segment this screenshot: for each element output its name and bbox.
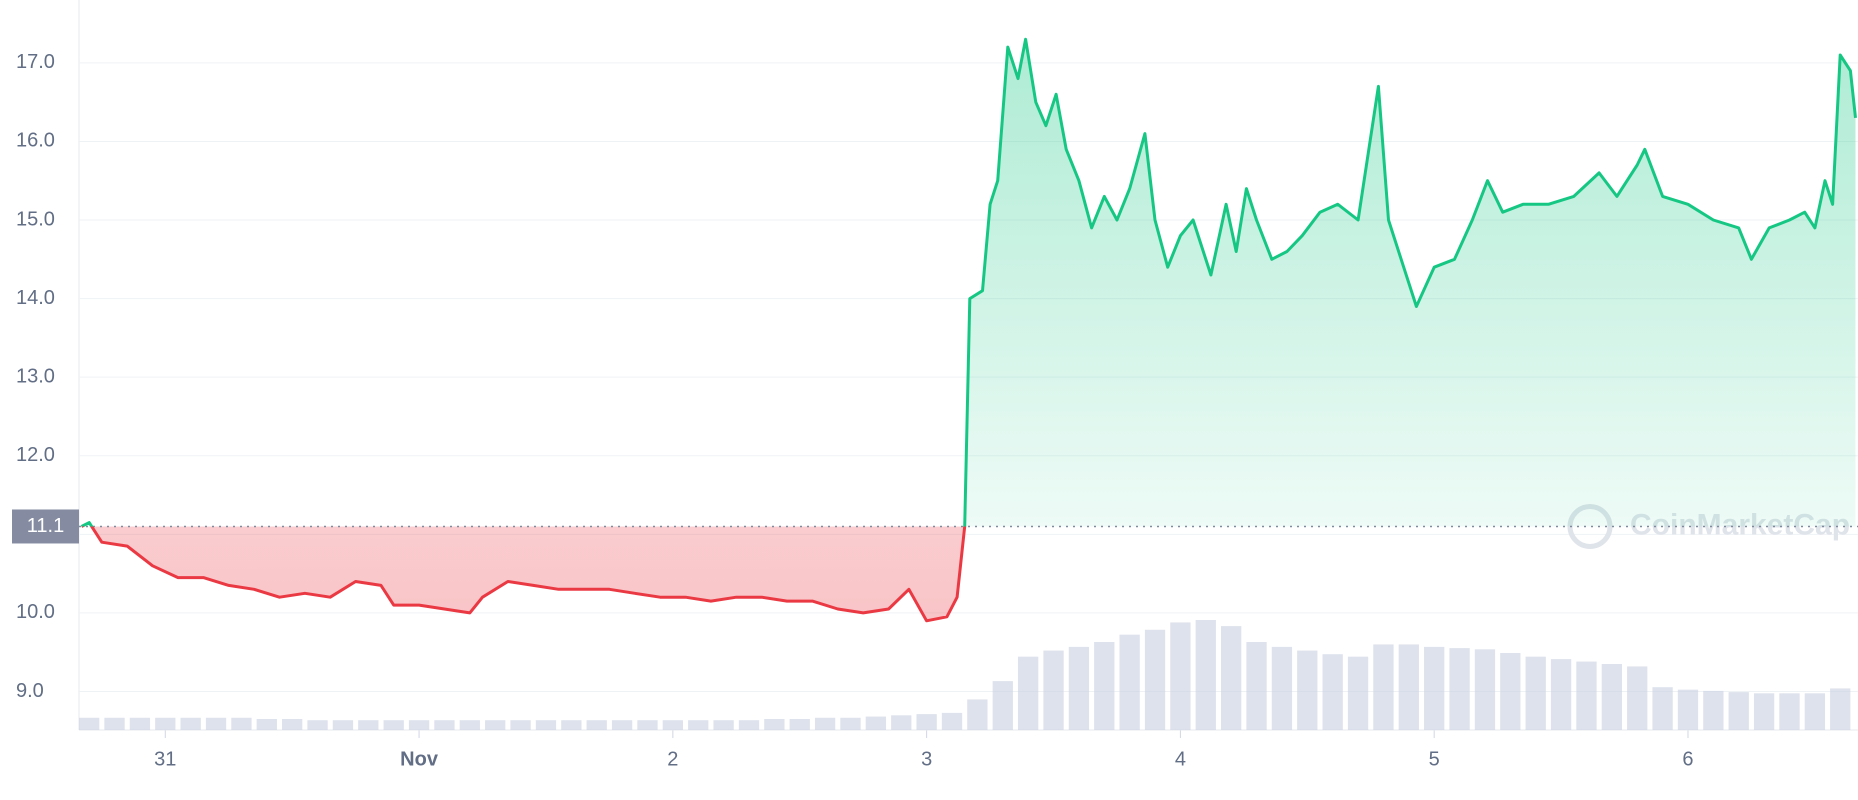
volume-bar	[1703, 690, 1724, 730]
x-tick-label: 5	[1429, 748, 1440, 770]
area-down	[81, 526, 965, 621]
baseline-label: 11.1	[27, 515, 64, 537]
volume-bar	[1627, 666, 1648, 730]
volume-bar	[383, 720, 404, 730]
volume-bar	[332, 720, 354, 730]
volume-bar	[865, 716, 887, 730]
volume-bar	[1652, 687, 1673, 730]
volume-bar	[1170, 622, 1191, 730]
volume-bar	[307, 720, 328, 730]
volume-bar	[485, 720, 506, 730]
volume-bar	[510, 720, 531, 730]
y-tick-label: 17.0	[16, 51, 55, 73]
volume-bar	[1043, 650, 1064, 730]
volume-bar	[205, 717, 227, 730]
y-tick-label: 14.0	[16, 287, 55, 309]
volume-bar	[358, 720, 379, 730]
x-tick-label: 4	[1175, 748, 1186, 770]
volume-bar	[764, 719, 785, 730]
price-line-up	[80, 37, 1857, 527]
volume-bar	[1373, 644, 1394, 730]
area-up	[81, 39, 1856, 527]
volume-bar	[1271, 646, 1293, 730]
price-line-down	[81, 526, 967, 623]
volume-bar	[916, 714, 937, 730]
volume-bar	[1347, 656, 1369, 730]
volume-bar	[104, 717, 125, 730]
volume-bar	[256, 719, 277, 730]
volume-bar	[1474, 649, 1496, 730]
volume-bar	[1753, 693, 1775, 730]
volume-bar	[1804, 693, 1826, 730]
volume-bar	[231, 717, 252, 730]
volume-bar	[1449, 648, 1470, 730]
volume-bar	[1779, 693, 1800, 730]
volume-bar	[155, 717, 176, 730]
y-tick-label: 16.0	[16, 130, 55, 152]
volume-bar	[1322, 654, 1343, 730]
volume-bar	[1500, 653, 1521, 730]
x-tick-label: 6	[1682, 748, 1693, 770]
volume-bar	[1398, 644, 1419, 730]
volume-bar	[1576, 661, 1597, 730]
volume-bar	[713, 720, 734, 730]
volume-bar	[1424, 646, 1445, 730]
volume-bar	[586, 720, 607, 730]
volume-bar	[1119, 634, 1140, 730]
volume-bar	[688, 720, 709, 730]
volume-bar	[941, 712, 963, 730]
volume-bar	[180, 717, 201, 730]
x-tick-label: 2	[667, 748, 678, 770]
volume-bar	[129, 717, 151, 730]
volume-bar	[459, 720, 480, 730]
volume-bar	[611, 720, 633, 730]
volume-bar	[408, 720, 430, 730]
volume-bar	[1017, 656, 1039, 730]
volume-bar	[789, 719, 810, 730]
volume-bar	[1525, 656, 1546, 730]
volume-bar	[434, 720, 455, 730]
volume-bar	[662, 720, 683, 730]
volume-bar	[738, 720, 760, 730]
volume-bar	[1677, 689, 1699, 730]
volume-bar	[1550, 659, 1572, 730]
volume-bar	[1068, 646, 1090, 730]
volume-bar	[1830, 688, 1851, 730]
y-tick-label: 10.0	[16, 601, 55, 623]
y-tick-label: 13.0	[16, 365, 55, 387]
volume-bar	[1297, 650, 1318, 730]
volume-bar	[891, 715, 912, 730]
y-tick-label: 12.0	[16, 444, 55, 466]
volume-bar	[1728, 692, 1749, 730]
volume-bar	[1094, 642, 1115, 730]
volume-bar	[1144, 629, 1166, 730]
volume-bar	[967, 699, 988, 730]
volume-bar	[637, 720, 658, 730]
volume-bar	[79, 717, 100, 730]
volume-bar	[1246, 642, 1267, 730]
y-tick-label: 9.0	[16, 680, 44, 702]
volume-bar	[1221, 626, 1242, 730]
x-tick-label: 31	[154, 748, 176, 770]
volume-bar	[1195, 620, 1216, 730]
x-tick-label: Nov	[400, 748, 439, 770]
volume-bar	[992, 681, 1013, 730]
volume-bar	[282, 719, 303, 730]
x-tick-label: 3	[921, 748, 932, 770]
volume-bar	[535, 720, 557, 730]
baseline-label-box	[12, 509, 79, 544]
volume-bar	[814, 717, 836, 730]
volume-bar	[561, 720, 582, 730]
y-tick-label: 15.0	[16, 208, 55, 230]
volume-bar	[840, 717, 861, 730]
volume-bar	[1601, 664, 1622, 730]
